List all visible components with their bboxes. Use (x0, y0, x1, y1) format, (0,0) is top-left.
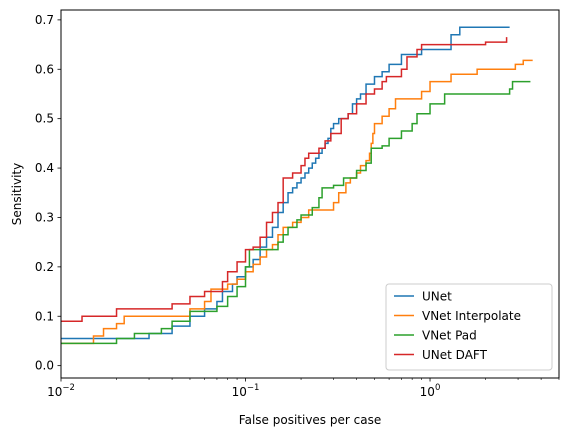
series-line-2 (61, 59, 533, 345)
series-line-4 (61, 37, 508, 322)
series-line-3 (61, 80, 531, 345)
y-tick-label: 0.6 (35, 62, 54, 76)
legend-label: UNet (422, 290, 452, 304)
y-tick-label: 0.1 (35, 309, 54, 323)
x-tick-label: 10−1 (232, 383, 260, 399)
legend-label: VNet Pad (422, 329, 477, 343)
x-axis-label: False positives per case (239, 413, 381, 427)
x-ticks: 10−2 10−1 100 (47, 378, 560, 399)
y-tick-label: 0.0 (35, 359, 54, 373)
y-tick-label: 0.2 (35, 260, 54, 274)
y-tick-label: 0.4 (35, 161, 54, 175)
legend-box (385, 283, 553, 371)
y-ticks: 0.0 0.1 0.2 0.3 0.4 0.5 0.6 0.7 (35, 13, 61, 373)
x-tick-label: 10−2 (47, 383, 75, 399)
y-tick-label: 0.5 (35, 112, 54, 126)
legend-label: UNet DAFT (422, 348, 488, 362)
y-tick-label: 0.3 (35, 210, 54, 224)
plot-frame (60, 9, 560, 379)
y-tick-label: 0.7 (35, 13, 54, 27)
series-layer (61, 26, 533, 345)
legend: UNet VNet Interpolate VNet Pad UNet DAFT (385, 283, 553, 371)
x-tick-label: 100 (420, 383, 441, 399)
y-axis-label: Sensitivity (10, 163, 24, 225)
legend-label: VNet Interpolate (422, 309, 521, 323)
